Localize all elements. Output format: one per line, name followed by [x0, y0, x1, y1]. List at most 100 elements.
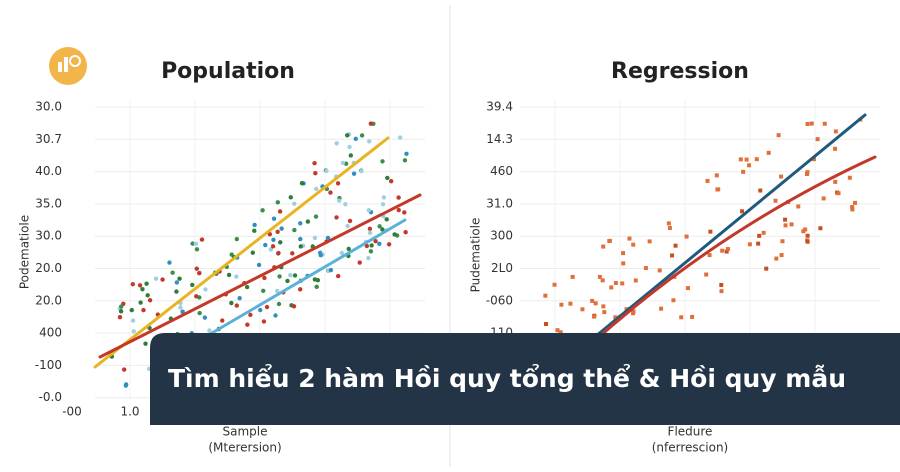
dot	[631, 242, 636, 247]
dot	[346, 246, 351, 252]
dot	[847, 175, 852, 180]
dot	[744, 157, 749, 162]
dot	[685, 286, 690, 291]
dot	[275, 229, 280, 235]
dot	[190, 282, 195, 288]
dot	[290, 251, 295, 256]
dot	[593, 301, 598, 306]
dot	[256, 262, 262, 268]
dot	[328, 190, 333, 195]
dot	[340, 160, 346, 166]
dot	[783, 223, 788, 228]
dot	[263, 242, 268, 248]
dot	[298, 244, 303, 249]
dot	[607, 238, 612, 243]
dot	[801, 229, 806, 234]
dot	[264, 304, 270, 310]
y-axis-title: Podematiole	[18, 215, 32, 289]
dot	[190, 241, 195, 246]
y-tick-label: -100	[35, 358, 62, 372]
dot	[764, 266, 769, 271]
dot	[761, 230, 766, 235]
dot	[237, 295, 242, 301]
dot	[833, 129, 838, 134]
dot	[328, 267, 334, 273]
dot	[555, 328, 560, 333]
dot	[559, 302, 564, 307]
dot	[275, 200, 281, 205]
dot	[384, 217, 389, 222]
dot	[291, 304, 297, 309]
dot	[568, 301, 573, 306]
banner-text: Tìm hiểu 2 hàm Hồi quy tổng thể & Hồi qu…	[168, 363, 846, 393]
dot	[339, 250, 345, 256]
dot	[334, 141, 339, 146]
y-tick-label: 400	[39, 326, 62, 340]
dot	[234, 236, 240, 242]
dot	[141, 307, 146, 313]
y-tick-label: 39.4	[486, 100, 513, 114]
dot	[666, 221, 671, 226]
dot	[592, 314, 597, 319]
y-tick-label: -060	[486, 293, 513, 307]
dot	[805, 122, 810, 127]
tick-labels: 30.030.740.035.030.020.020.0400-100-0.0-…	[35, 100, 513, 419]
dot	[850, 205, 855, 210]
dot	[277, 209, 283, 214]
dot	[381, 195, 387, 200]
dot	[197, 270, 202, 276]
dot	[276, 250, 281, 256]
dot	[667, 225, 672, 230]
dot	[121, 367, 127, 372]
x-tick-label: 1.0	[120, 405, 139, 419]
dot	[334, 215, 339, 220]
dot	[262, 275, 267, 281]
dot	[359, 133, 365, 138]
dot	[552, 282, 557, 287]
dot	[600, 278, 605, 283]
dot	[170, 270, 175, 275]
dot	[143, 341, 148, 346]
dot	[288, 272, 293, 278]
dot	[833, 179, 838, 184]
dot	[714, 173, 719, 178]
dot	[396, 195, 401, 200]
dot	[815, 137, 820, 142]
dot	[366, 255, 371, 261]
dot	[177, 276, 182, 281]
dot	[690, 314, 695, 319]
dot	[130, 318, 136, 323]
y-tick-label: 31.0	[486, 196, 513, 210]
dot	[659, 306, 664, 311]
dot	[704, 272, 709, 277]
dot	[385, 175, 390, 181]
dot	[203, 287, 208, 292]
dot	[609, 285, 614, 290]
y-tick-label: 20.0	[35, 261, 62, 275]
dot	[783, 217, 788, 222]
dot	[836, 191, 841, 196]
dot	[657, 268, 662, 273]
dot	[292, 273, 298, 278]
dot	[388, 179, 394, 184]
dot	[805, 170, 810, 175]
dot	[207, 328, 212, 333]
dot	[343, 201, 348, 207]
dot	[271, 237, 276, 242]
dot	[153, 276, 159, 281]
curve	[588, 155, 877, 347]
dot	[167, 260, 172, 265]
dot	[627, 236, 632, 241]
line	[583, 113, 867, 347]
dot	[244, 284, 250, 290]
dot	[818, 226, 823, 231]
dot	[312, 235, 318, 241]
dot	[773, 198, 778, 203]
dot	[679, 315, 684, 320]
x-axis-title: Sample	[223, 425, 268, 439]
dot	[671, 298, 676, 303]
dot	[285, 278, 290, 284]
dot	[174, 280, 180, 285]
dot	[271, 216, 277, 221]
